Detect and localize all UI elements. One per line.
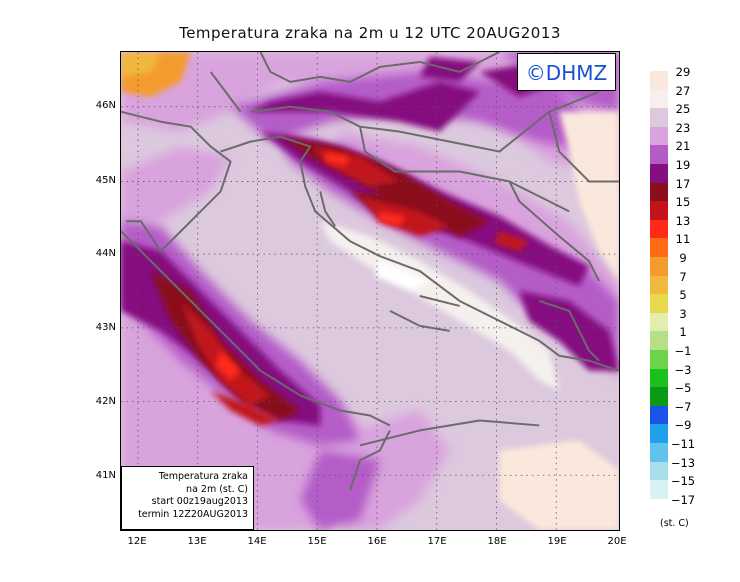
info-line-3: start 00z19aug2013 xyxy=(151,496,248,507)
legend-swatch xyxy=(650,424,668,444)
lat-label-42n: 42N xyxy=(95,396,116,407)
info-line-2: na 2m (st. C) xyxy=(186,483,248,495)
lat-label-41n: 41N xyxy=(95,470,116,481)
legend-label: 5 xyxy=(679,288,687,303)
legend-swatch xyxy=(650,126,668,146)
legend-swatch xyxy=(650,108,668,128)
field-27 xyxy=(320,111,619,530)
legend-label: −9 xyxy=(674,418,692,433)
legend-label: 27 xyxy=(675,83,691,98)
legend-swatch xyxy=(650,498,668,518)
legend-swatch xyxy=(650,89,668,109)
legend-swatch xyxy=(650,443,668,462)
lon-label-15e: 15E xyxy=(307,536,327,547)
coastlines xyxy=(121,52,619,491)
lon-label-20e: 20E xyxy=(607,536,627,547)
legend-label: 9 xyxy=(679,251,687,265)
legend-label: 21 xyxy=(675,139,691,154)
legend-label: 17 xyxy=(675,176,691,191)
lon-label-12e: 12E xyxy=(127,536,147,547)
legend-label: 7 xyxy=(679,269,687,284)
legend-swatch xyxy=(650,145,668,165)
page-title: Temperatura zraka na 2m u 12 UTC 20AUG20… xyxy=(179,24,561,42)
legend-swatch xyxy=(650,461,668,481)
lat-label-44n: 44N xyxy=(95,248,116,259)
legend-label: 1 xyxy=(679,325,687,340)
legend-unit: (st. C) xyxy=(660,518,689,529)
lon-label-14e: 14E xyxy=(247,536,267,547)
legend-swatch xyxy=(650,331,668,351)
legend-label: 23 xyxy=(675,120,691,135)
legend-swatch xyxy=(650,368,668,388)
legend-swatch xyxy=(650,238,668,258)
legend-swatch xyxy=(650,312,668,332)
legend-swatch xyxy=(650,294,668,314)
copyright-badge: ©DHMZ xyxy=(517,53,616,91)
legend-swatch xyxy=(650,219,668,239)
legend-swatch xyxy=(650,201,668,221)
legend-swatch xyxy=(650,182,668,202)
legend-label: 25 xyxy=(675,102,691,117)
lon-label-13e: 13E xyxy=(187,536,207,547)
legend-label: −5 xyxy=(674,381,692,396)
legend-label: 29 xyxy=(675,65,691,79)
legend-swatch xyxy=(650,275,668,295)
legend-label: 3 xyxy=(679,306,687,321)
map-canvas xyxy=(120,51,620,531)
legend-swatch xyxy=(650,350,668,369)
legend-swatch xyxy=(650,71,668,90)
lon-label-16e: 16E xyxy=(367,536,387,547)
lat-label-43n: 43N xyxy=(95,322,116,333)
legend-label: −1 xyxy=(674,344,692,358)
lat-label-45n: 45N xyxy=(95,175,116,186)
legend-label: 19 xyxy=(675,158,691,172)
lon-label-18e: 18E xyxy=(487,536,507,547)
field-13 xyxy=(215,151,405,381)
legend-label: −11 xyxy=(670,437,696,451)
info-box: Temperatura zraka na 2m (st. C) start 00… xyxy=(121,466,254,530)
lon-label-17e: 17E xyxy=(427,536,447,547)
info-line-4: termin 12Z20AUG2013 xyxy=(138,508,248,520)
legend-label: 15 xyxy=(675,195,691,210)
legend-swatch xyxy=(650,257,668,276)
legend-label: −15 xyxy=(670,474,696,489)
legend-label: 11 xyxy=(675,232,691,247)
lat-label-46n: 46N xyxy=(95,100,116,111)
legend-label: −17 xyxy=(670,492,696,507)
legend-label: −3 xyxy=(674,362,692,377)
info-line-1: Temperatura zraka xyxy=(158,471,248,482)
lon-label-19e: 19E xyxy=(547,536,567,547)
legend-swatch xyxy=(650,387,668,407)
legend-swatch xyxy=(650,164,668,183)
legend-label: −13 xyxy=(670,455,696,470)
temperature-map xyxy=(120,51,620,531)
legend-swatch xyxy=(650,405,668,425)
legend-swatch xyxy=(650,480,668,500)
legend-label: −7 xyxy=(674,399,692,414)
legend-label: 13 xyxy=(675,213,691,228)
